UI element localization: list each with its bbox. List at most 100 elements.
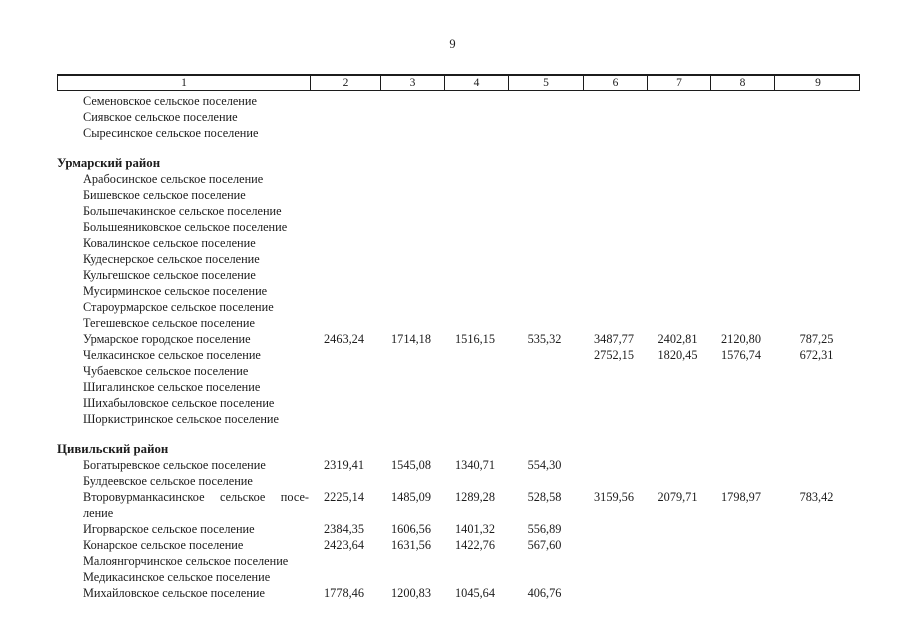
settlement-name-line: Конарское сельское поселение: [83, 538, 244, 552]
settlement-name-cell: Сыресинское сельское поселение: [57, 125, 309, 141]
column-header-6: 6: [583, 76, 647, 90]
settlement-name-line: Сиявское сельское поселение: [83, 110, 238, 124]
value-cell-col2: 2225,14: [324, 490, 364, 504]
settlement-name-cell: Шигалинское сельское поселение: [57, 379, 309, 395]
column-header-7: 7: [647, 76, 710, 90]
value-cell-col9: 787,25: [799, 332, 834, 346]
table-row: Ковалинское сельское поселение: [57, 235, 860, 251]
settlement-name-line: Богатыревское сельское поселение: [83, 458, 266, 472]
settlement-name-cell: Второвурманкасинское сельское посе-ление: [57, 489, 309, 521]
settlement-name-cell: Урмарское городское поселение: [57, 331, 309, 347]
settlement-name-line: Урмарское городское поселение: [83, 332, 251, 346]
column-header-2: 2: [310, 76, 380, 90]
table-row: Малоянгорчинское сельское поселение: [57, 553, 860, 569]
table-row: Медикасинское сельское поселение: [57, 569, 860, 585]
value-cell-col8: 1576,74: [721, 348, 761, 362]
settlement-name-line: Шигалинское сельское поселение: [83, 380, 261, 394]
settlement-name-cell: Медикасинское сельское поселение: [57, 569, 309, 585]
value-cell-col7: 2079,71: [657, 490, 698, 504]
settlement-name-line: Шоркистринское сельское поселение: [83, 412, 279, 426]
district-header: Цивильский район: [57, 442, 169, 456]
table-row: Мусирминское сельское поселение: [57, 283, 860, 299]
settlement-name-cell: Шоркистринское сельское поселение: [57, 411, 309, 427]
page-number: 9: [449, 37, 456, 51]
settlement-name-cell: Чубаевское сельское поселение: [57, 363, 309, 379]
value-cell-col4: 1516,15: [455, 332, 495, 346]
value-cell-col4: 1340,71: [455, 458, 495, 472]
value-cell-col3: 1631,56: [391, 538, 431, 552]
settlement-name-line: Чубаевское сельское поселение: [83, 364, 249, 378]
table-row: Шихабыловское сельское поселение: [57, 395, 860, 411]
column-header-4: 4: [444, 76, 508, 90]
settlement-name-cell: Арабосинское сельское поселение: [57, 171, 309, 187]
value-cell-col5: 554,30: [527, 458, 562, 472]
table-row: Чубаевское сельское поселение: [57, 363, 860, 379]
settlement-name-cell: Булдеевское сельское поселение: [57, 473, 309, 489]
settlement-name-line: Большечакинское сельское поселение: [83, 204, 282, 218]
settlement-name-line: Сыресинское сельское поселение: [83, 126, 259, 140]
table-row: Большечакинское сельское поселение: [57, 203, 860, 219]
value-cell-col4: 1289,28: [455, 490, 495, 504]
settlement-name-cell: Сиявское сельское поселение: [57, 109, 309, 125]
column-header-3: 3: [380, 76, 444, 90]
settlement-name-cell: Мусирминское сельское поселение: [57, 283, 309, 299]
settlement-name-line: Челкасинское сельское поселение: [83, 348, 261, 362]
value-cell-col9: 672,31: [799, 348, 834, 362]
settlement-name-cell: Большеяниковское сельское поселение: [57, 219, 309, 235]
value-cell-col5: 535,32: [527, 332, 562, 346]
settlement-name-cell: Кудеснерское сельское поселение: [57, 251, 309, 267]
table-row: Игорварское сельское поселение 2384,35 160…: [57, 521, 860, 537]
table-row: Бишевское сельское поселение: [57, 187, 860, 203]
value-cell-col2: 2423,64: [324, 538, 364, 552]
settlement-name-line: Булдеевское сельское поселение: [83, 474, 253, 488]
settlement-name-cell: Шихабыловское сельское поселение: [57, 395, 309, 411]
table-row: Второвурманкасинское сельское посе-ление…: [57, 489, 860, 521]
district-header: Урмарский район: [57, 156, 161, 170]
settlement-name-line: ление: [83, 506, 114, 520]
settlement-name-line: Кудеснерское сельское поселение: [83, 252, 260, 266]
column-header-8: 8: [710, 76, 774, 90]
value-cell-col3: 1200,83: [391, 586, 431, 600]
table-row: Сыресинское сельское поселение: [57, 125, 860, 141]
value-cell-col4: 1422,76: [455, 538, 495, 552]
value-cell-col8: 1798,97: [721, 490, 761, 504]
value-cell-col9: 783,42: [799, 490, 834, 504]
settlement-name-line: Староурмарское сельское поселение: [83, 300, 274, 314]
table-row: Булдеевское сельское поселение: [57, 473, 860, 489]
table-row: Тегешевское сельское поселение: [57, 315, 860, 331]
table-row: Михайловское сельское поселение 1778,46 12…: [57, 585, 860, 601]
table-row: Богатыревское сельское поселение 2319,41 1…: [57, 457, 860, 473]
settlement-name-cell: Тегешевское сельское поселение: [57, 315, 309, 331]
settlement-name-line: Тегешевское сельское поселение: [83, 316, 255, 330]
value-cell-col3: 1485,09: [391, 490, 431, 504]
value-cell-col6: 2752,15: [594, 348, 634, 362]
settlement-name-line: Михайловское сельское поселение: [83, 586, 265, 600]
value-cell-col3: 1714,18: [391, 332, 431, 346]
value-cell-col4: 1401,32: [455, 522, 495, 536]
settlement-name-cell: Богатыревское сельское поселение: [57, 457, 309, 473]
settlement-name-cell: Староурмарское сельское поселение: [57, 299, 309, 315]
table-row: Сиявское сельское поселение: [57, 109, 860, 125]
value-cell-col5: 406,76: [527, 586, 562, 600]
settlement-name-line: Шихабыловское сельское поселение: [83, 396, 275, 410]
value-cell-col6: 3487,77: [594, 332, 634, 346]
settlement-name-line: Мусирминское сельское поселение: [83, 284, 268, 298]
settlement-name-cell: Конарское сельское поселение: [57, 537, 309, 553]
table-row: Кульгешское сельское поселение: [57, 267, 860, 283]
settlement-name-cell: Большечакинское сельское поселение: [57, 203, 309, 219]
table-row: Шигалинское сельское поселение: [57, 379, 860, 395]
settlement-name-line: Второвурманкасинское сельское посе-: [83, 490, 309, 504]
settlement-name-cell: Кульгешское сельское поселение: [57, 267, 309, 283]
value-cell-col3: 1606,56: [391, 522, 431, 536]
settlement-name-line: Семеновское сельское поселение: [83, 94, 257, 108]
settlement-name-line: Бишевское сельское поселение: [83, 188, 246, 202]
value-cell-col3: 1545,08: [391, 458, 431, 472]
settlement-name-cell: Челкасинское сельское поселение: [57, 347, 309, 363]
settlement-name-cell: Игорварское сельское поселение: [57, 521, 309, 537]
settlement-name-cell: Ковалинское сельское поселение: [57, 235, 309, 251]
table-row: Староурмарское сельское поселение: [57, 299, 860, 315]
settlement-name-line: Игорварское сельское поселение: [83, 522, 255, 536]
value-cell-col2: 2463,24: [324, 332, 364, 346]
